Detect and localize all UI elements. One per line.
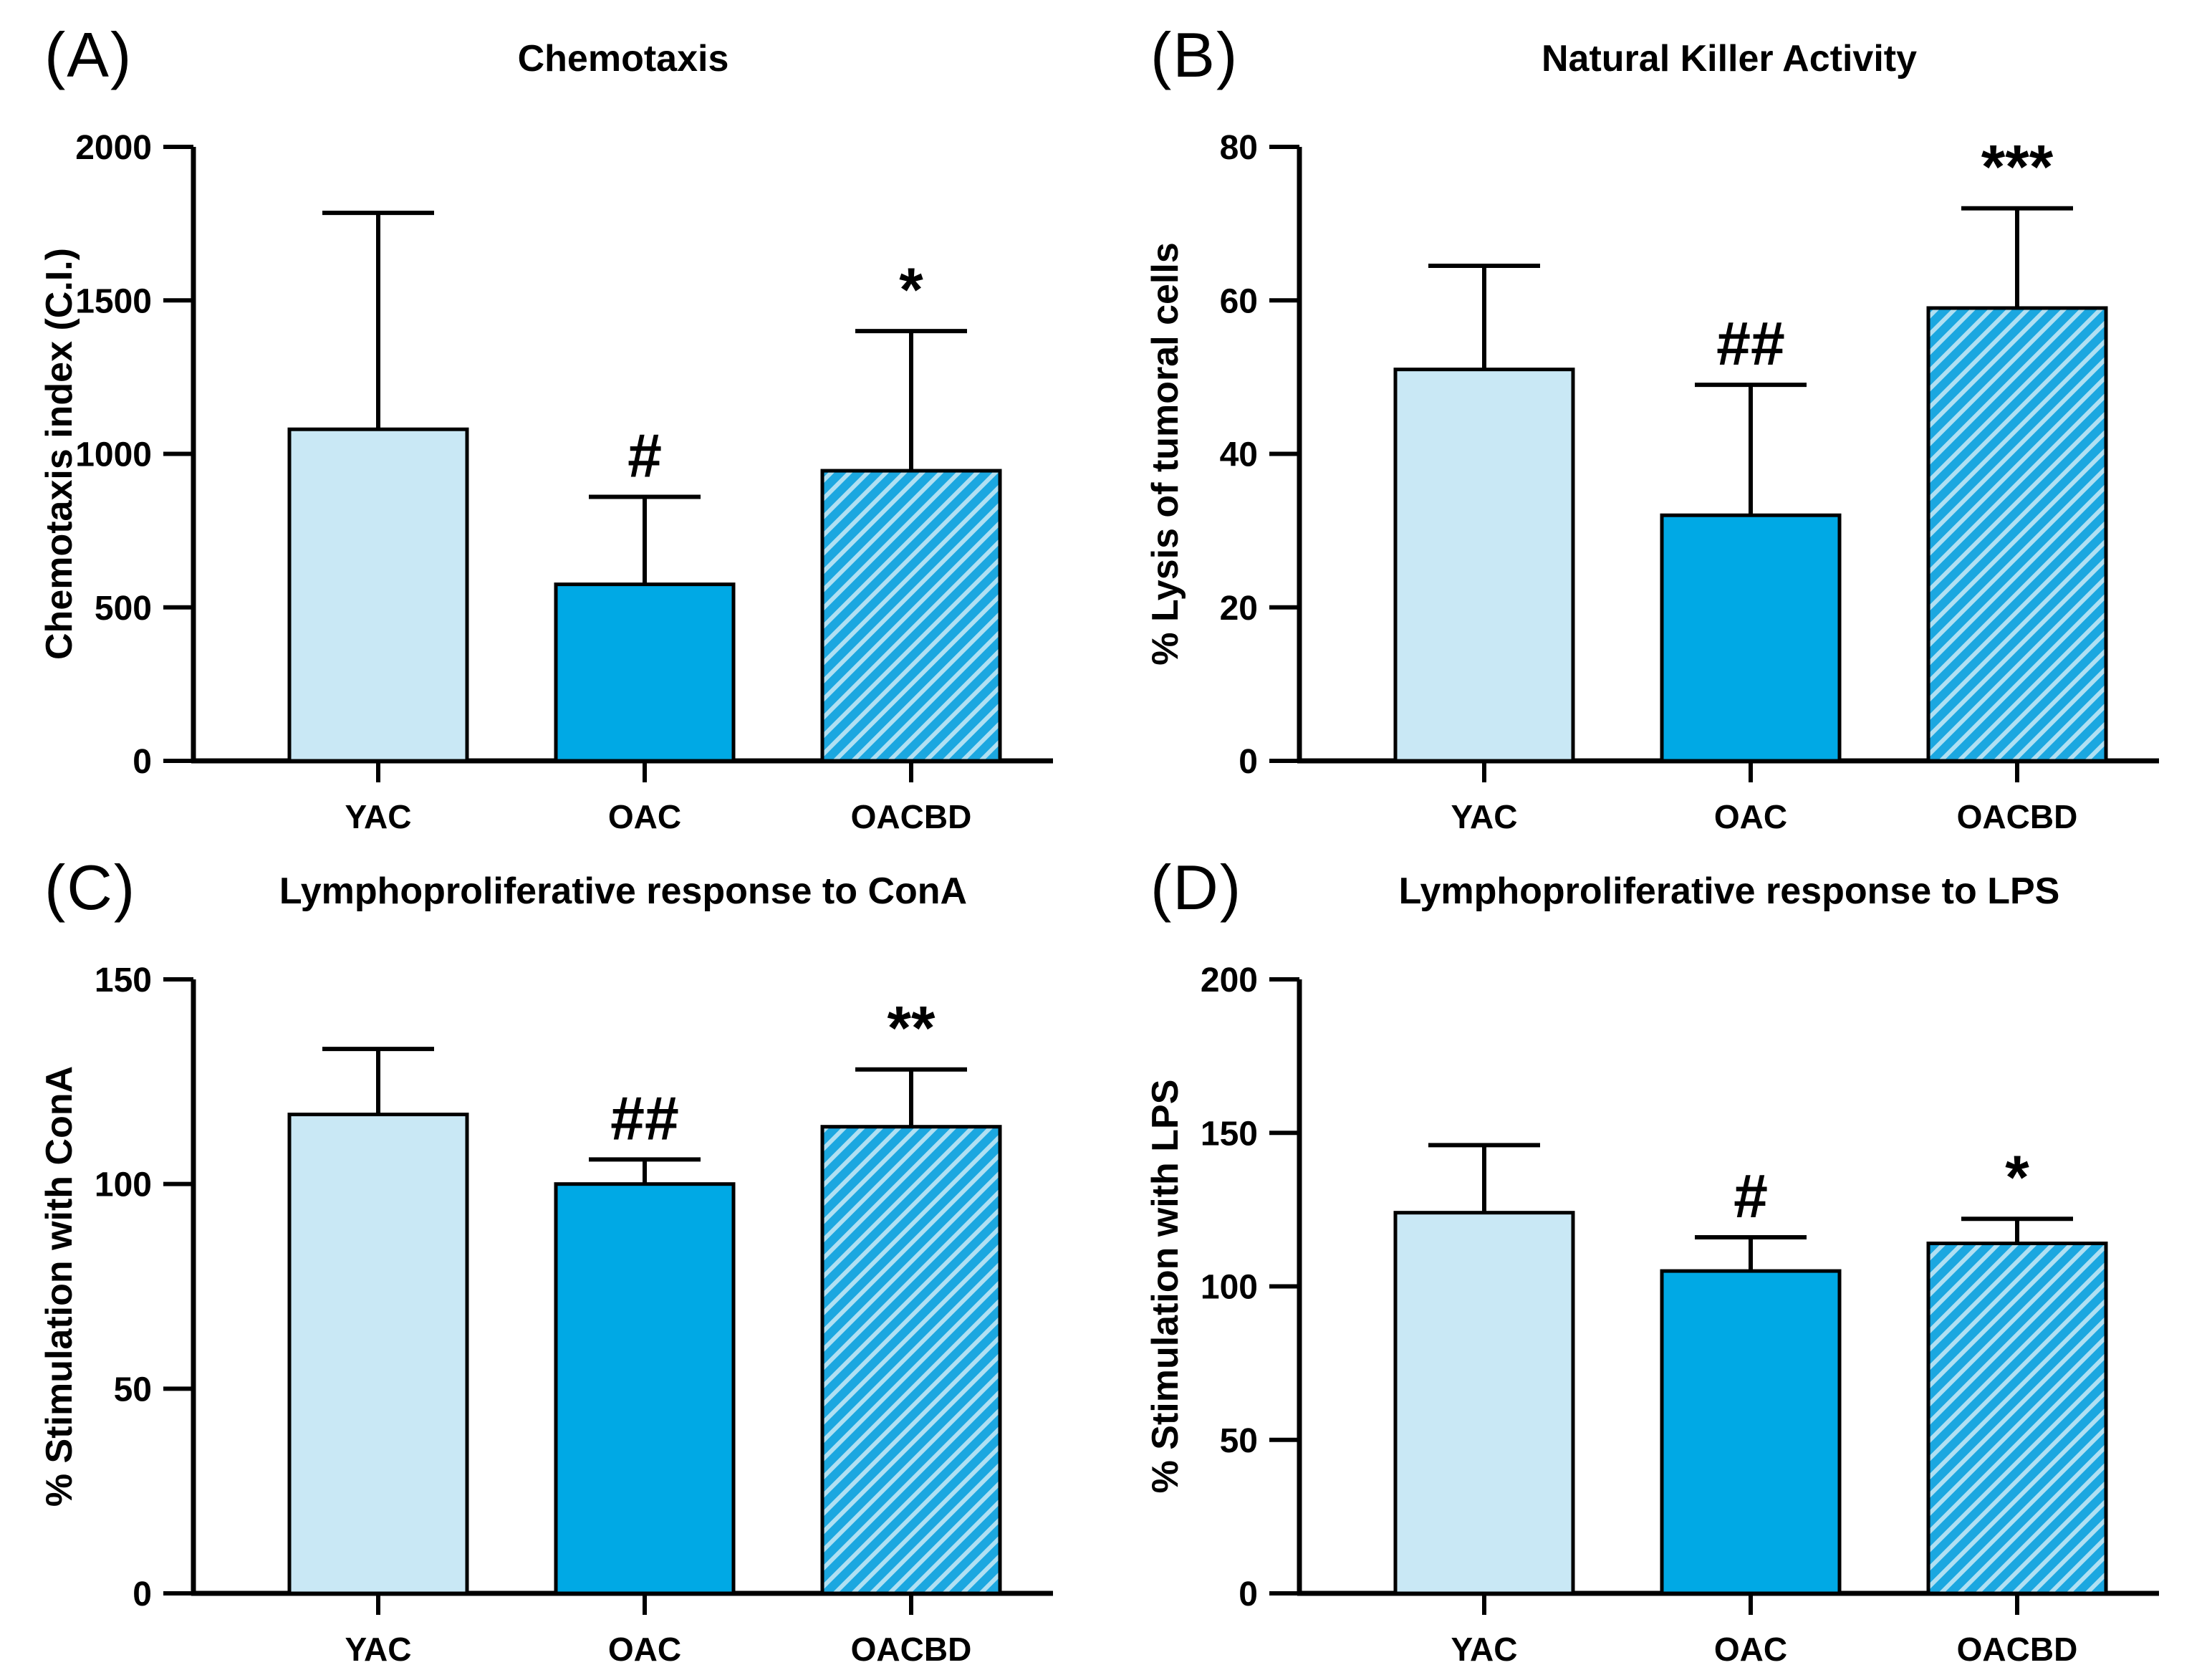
bar-oac <box>554 582 736 763</box>
y-tick-label: 20 <box>1220 590 1258 628</box>
y-tick-label: 2000 <box>75 129 152 167</box>
panel-c-title: Lymphoproliferative response to ConA <box>279 870 968 912</box>
x-category-label: OAC <box>1714 1631 1787 1665</box>
y-tick-label: 200 <box>1201 961 1258 999</box>
panel-a: (A) Chemotaxis 0 500 1000 1500 2000 Chemotaxi… <box>0 0 1106 832</box>
significance-annotation: # <box>627 421 662 490</box>
y-tick-label: 0 <box>1239 1575 1258 1613</box>
panel-a-title: Chemotaxis <box>517 38 729 80</box>
y-tick-label: 1000 <box>75 436 152 474</box>
y-tick-label: 40 <box>1220 436 1258 474</box>
significance-annotation: * <box>899 256 923 325</box>
bar-yac <box>287 427 469 763</box>
x-category-label: OACBD <box>1957 1631 2078 1665</box>
panel-b: (B) Natural Killer Activity 0 20 40 60 80 % L… <box>1106 0 2212 832</box>
x-category-label: OAC <box>1714 798 1787 832</box>
bar-oac <box>554 1182 736 1596</box>
y-axis-label: % Lysis of tumoral cells <box>1145 242 1186 665</box>
panel-c-letter: (C) <box>44 852 137 923</box>
y-tick-label: 80 <box>1220 129 1258 167</box>
panel-d-bar-chart: 0 50 100 150 200 % Stimulation with LPS YAC # OA… <box>1145 961 2159 1665</box>
panel-b-letter: (B) <box>1150 19 1239 90</box>
significance-annotation: # <box>1733 1162 1768 1231</box>
bar-oacbd <box>820 1125 1002 1596</box>
bar-oac <box>1660 1269 1842 1596</box>
x-category-label: YAC <box>1451 1631 1518 1665</box>
y-tick-label: 100 <box>95 1166 152 1204</box>
y-tick-label: 150 <box>1201 1115 1258 1153</box>
significance-annotation: ** <box>888 994 936 1063</box>
bar-yac <box>1393 368 1575 763</box>
panel-a-letter: (A) <box>44 19 133 90</box>
bar-oac <box>1660 513 1842 763</box>
panel-d-letter: (D) <box>1150 852 1243 923</box>
x-category-label: OACBD <box>1957 798 2078 832</box>
x-category-label: OAC <box>608 1631 681 1665</box>
y-tick-label: 500 <box>95 590 152 628</box>
y-tick-label: 150 <box>95 961 152 999</box>
bar-oacbd <box>1926 1242 2108 1596</box>
significance-annotation: *** <box>1981 133 2054 202</box>
bar-yac <box>1393 1211 1575 1596</box>
panel-c: (C) Lymphoproliferative response to ConA… <box>0 832 1106 1665</box>
y-tick-label: 50 <box>114 1371 152 1409</box>
significance-annotation: ## <box>610 1084 679 1153</box>
y-tick-label: 0 <box>133 743 152 781</box>
bar-oacbd <box>1926 306 2108 763</box>
y-axis-label: % Stimulation with LPS <box>1145 1080 1186 1494</box>
x-category-label: YAC <box>345 798 412 832</box>
y-axis-label: % Stimulation with ConA <box>39 1066 80 1507</box>
panel-a-bar-chart: 0 500 1000 1500 2000 Chemotaxis index (C.I.) Y… <box>39 129 1053 832</box>
panel-d-title: Lymphoproliferative response to LPS <box>1398 870 2060 912</box>
panel-b-title: Natural Killer Activity <box>1541 38 1917 80</box>
significance-annotation: * <box>2005 1143 2029 1212</box>
panel-d: (D) Lymphoproliferative response to LPS … <box>1106 832 2212 1665</box>
y-axis-label: Chemotaxis index (C.I.) <box>39 248 80 660</box>
x-category-label: OACBD <box>851 1631 972 1665</box>
y-tick-label: 0 <box>1239 743 1258 781</box>
bar-oacbd <box>820 469 1002 763</box>
y-tick-label: 60 <box>1220 282 1258 320</box>
y-tick-label: 50 <box>1220 1422 1258 1460</box>
panel-c-bar-chart: 0 50 100 150 % Stimulation with ConA YAC ## OAC… <box>39 961 1053 1665</box>
x-category-label: YAC <box>345 1631 412 1665</box>
panel-b-bar-chart: 0 20 40 60 80 % Lysis of tumoral cells YAC ## OA… <box>1145 129 2159 832</box>
x-category-label: OACBD <box>851 798 972 832</box>
x-category-label: OAC <box>608 798 681 832</box>
significance-annotation: ## <box>1716 310 1785 378</box>
y-tick-label: 1500 <box>75 282 152 320</box>
y-tick-label: 100 <box>1201 1269 1258 1307</box>
x-category-label: YAC <box>1451 798 1518 832</box>
bar-yac <box>287 1113 469 1596</box>
y-tick-label: 0 <box>133 1575 152 1613</box>
